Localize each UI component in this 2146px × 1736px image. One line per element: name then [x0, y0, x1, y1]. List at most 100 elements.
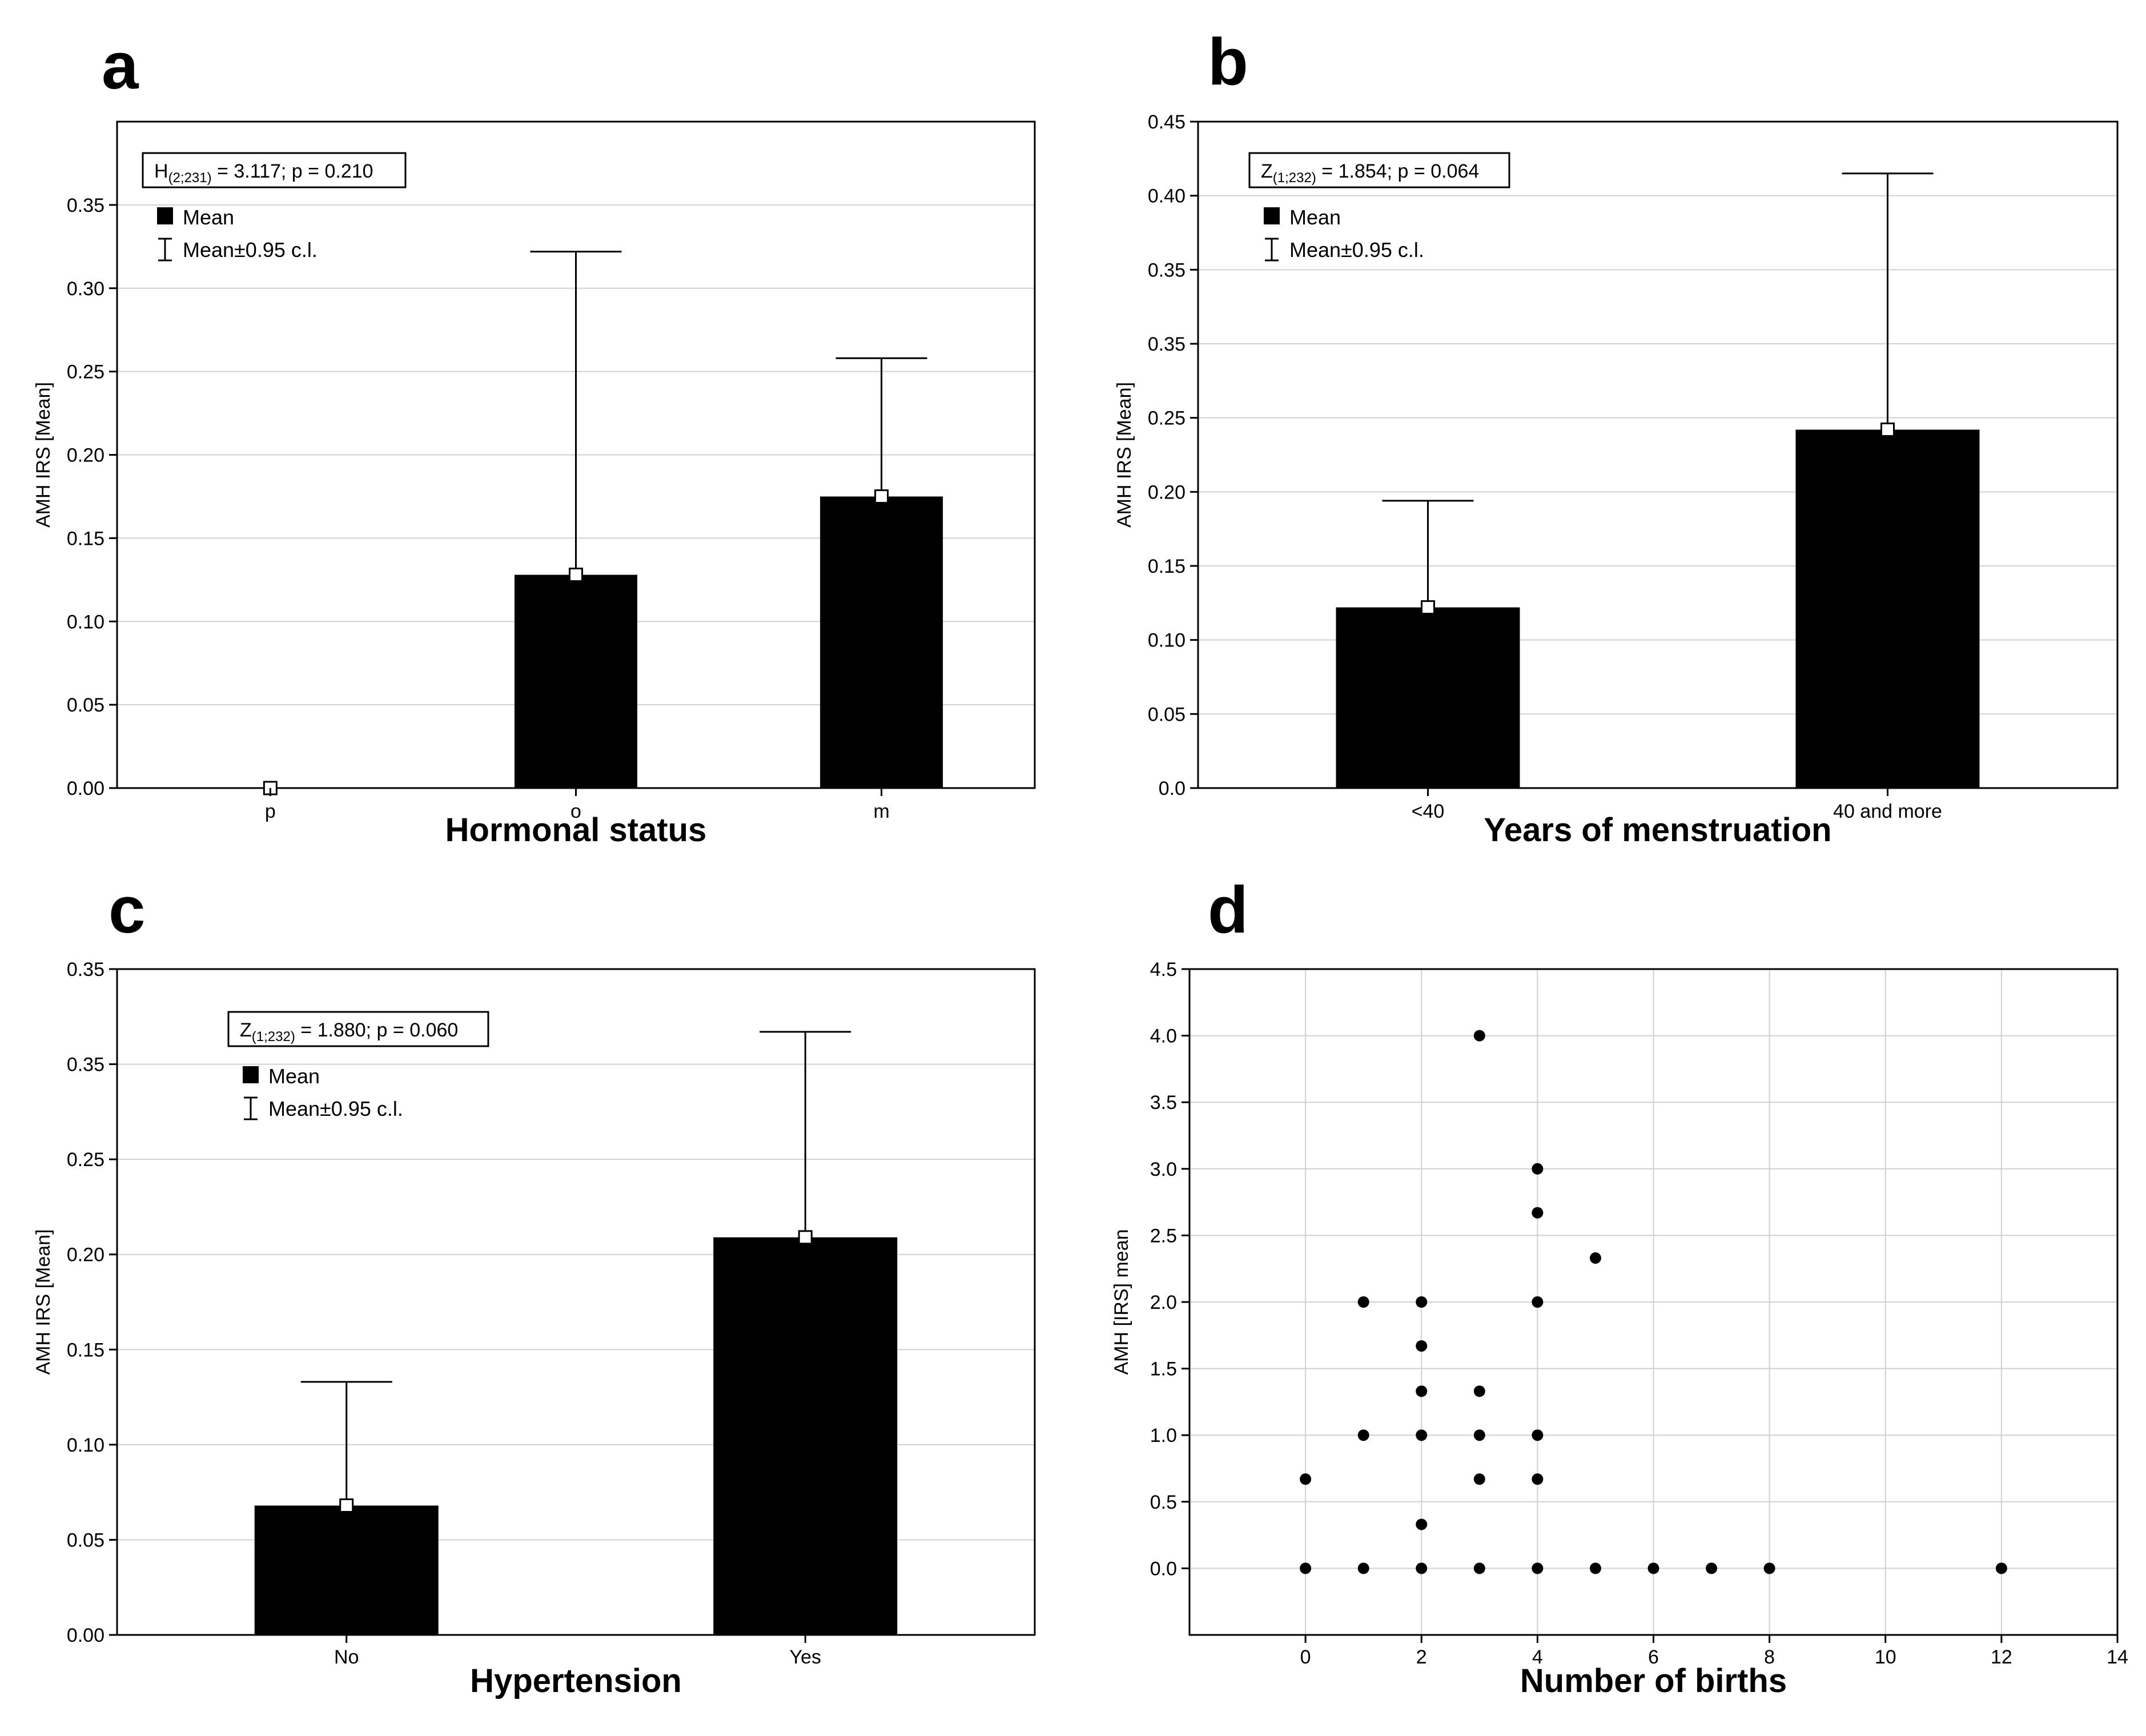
scatter-point	[1357, 1296, 1369, 1308]
category-label: m	[873, 801, 889, 822]
scatter-point	[1589, 1562, 1601, 1574]
category-label: o	[570, 801, 581, 822]
y-tick-label: 0.15	[67, 528, 105, 549]
x-axis-title: Hypertension	[470, 1662, 682, 1699]
y-tick-label: 0.25	[67, 361, 105, 383]
category-label: p	[265, 801, 276, 822]
scatter-point	[1532, 1429, 1544, 1441]
mean-marker	[798, 1230, 813, 1245]
category-label: 40 and more	[1833, 801, 1942, 822]
panel-d: 0 2 4 6 8 10 12 14 0.0 0.5 1.0 1.5 2.0 2.5 3.0 3.5 4.0 4.…	[1111, 959, 2128, 1699]
y-tick-label: 1.0	[1150, 1425, 1177, 1446]
scatter-point	[1532, 1473, 1544, 1485]
scatter-point	[1473, 1030, 1485, 1042]
stats-symbol: Z	[1261, 160, 1273, 182]
plot-frame	[1188, 968, 2119, 1636]
x-axis-title: Years of menstruation	[1484, 811, 1831, 849]
scatter-point	[1532, 1296, 1544, 1308]
stats-df: (1;232)	[1273, 170, 1316, 186]
bar-<40	[1336, 607, 1520, 788]
x-tick-label: 0	[1300, 1646, 1311, 1668]
y-tick-label: 0.10	[67, 611, 105, 633]
y-tick-label: 0.25	[1148, 408, 1185, 429]
bar-40 and more	[1795, 429, 1980, 788]
y-tick-label: 4.0	[1150, 1026, 1177, 1047]
legend-ci-label: Mean±0.95 c.l.	[268, 1097, 403, 1120]
mean-marker	[874, 489, 889, 504]
mean-marker	[1880, 422, 1895, 437]
legend-mean-label: Mean	[1289, 206, 1341, 229]
legend-mean-swatch	[1264, 207, 1280, 224]
scatter-point	[1532, 1163, 1544, 1175]
y-tick-label: 0.35	[67, 959, 105, 980]
y-tick-label: 0.10	[1148, 630, 1185, 652]
stats-text: H(2;231) = 3.117; p = 0.210	[154, 160, 373, 186]
x-tick-label: 10	[1875, 1646, 1896, 1668]
scatter-point	[1357, 1562, 1369, 1574]
scatter-point	[1532, 1562, 1544, 1574]
y-tick-label: 2.0	[1150, 1292, 1177, 1313]
scatter-point	[1473, 1562, 1485, 1574]
legend-mean-swatch	[243, 1066, 259, 1083]
category-label: No	[334, 1646, 359, 1668]
y-tick-label: 2.5	[1150, 1225, 1177, 1247]
y-tick-label: 0.10	[67, 1434, 105, 1456]
scatter-point	[1532, 1207, 1544, 1219]
x-axis-title: Number of births	[1520, 1662, 1787, 1699]
y-tick-label: 0.05	[1148, 704, 1185, 725]
legend-ci-label: Mean±0.95 c.l.	[183, 238, 318, 262]
y-tick-label: 0.15	[1148, 556, 1185, 577]
scatter-point	[1416, 1385, 1428, 1397]
stats-value: = 1.854; p = 0.064	[1316, 160, 1479, 182]
scatter-point	[1416, 1562, 1428, 1574]
stats-symbol: H	[154, 160, 168, 182]
y-axis-title: AMH [IRS] mean	[1111, 1229, 1132, 1375]
scatter-point	[1416, 1340, 1428, 1352]
legend-mean-label: Mean	[183, 206, 234, 229]
x-tick-label: 6	[1648, 1646, 1659, 1668]
category-label: Yes	[790, 1646, 821, 1668]
legend-mean-swatch	[157, 207, 173, 224]
plot-frame	[116, 968, 1036, 1636]
legend-ci-label: Mean±0.95 c.l.	[1289, 238, 1424, 262]
scatter-point	[1300, 1473, 1312, 1485]
y-tick-label: 0.45	[1148, 111, 1185, 133]
scatter-point	[1357, 1429, 1369, 1441]
y-tick-label: 0.25	[67, 1149, 105, 1171]
y-tick-label: 0.15	[67, 1339, 105, 1361]
bar-Yes	[713, 1237, 898, 1635]
y-tick-label: 3.0	[1150, 1159, 1177, 1180]
y-axis-title: AMH IRS [Mean]	[1114, 382, 1135, 528]
scatter-point	[1416, 1518, 1428, 1530]
y-axis-title: AMH IRS [Mean]	[33, 382, 54, 528]
legend-mean-label: Mean	[268, 1064, 320, 1088]
y-tick-label: 0.35	[1148, 333, 1185, 355]
stats-df: (2;231)	[168, 170, 212, 186]
x-axis-title: Hormonal status	[445, 811, 707, 849]
y-tick-label: 0.30	[67, 278, 105, 300]
bar-o	[515, 574, 637, 788]
y-tick-label: 0.40	[1148, 186, 1185, 207]
y-tick-label: 0.5	[1150, 1492, 1177, 1513]
y-tick-label: 0.35	[67, 195, 105, 216]
category-label: <40	[1412, 801, 1445, 822]
stats-box	[142, 152, 407, 188]
stats-box	[1248, 152, 1510, 188]
mean-marker	[569, 568, 583, 582]
panel-letter-c: c	[108, 873, 146, 947]
y-axis-title: AMH IRS [Mean]	[33, 1229, 54, 1375]
y-tick-label: 0.0	[1150, 1558, 1177, 1580]
y-tick-label: 0.05	[67, 694, 105, 716]
stats-symbol: Z	[240, 1019, 252, 1041]
x-tick-label: 12	[1991, 1646, 2012, 1668]
scatter-point	[1995, 1562, 2007, 1574]
panel-b: 0.0 0.05 0.10 0.15 0.20 0.25 0.35 0.35 0.40 0.45 <…	[1114, 111, 2119, 849]
stats-text: Z(1;232) = 1.854; p = 0.064	[1261, 160, 1479, 186]
stats-text: Z(1;232) = 1.880; p = 0.060	[240, 1019, 458, 1044]
scatter-point	[1473, 1385, 1485, 1397]
bar-No	[254, 1505, 439, 1635]
scatter-point	[1300, 1562, 1312, 1574]
y-tick-label: 0.00	[67, 1625, 105, 1646]
stats-df: (1;232)	[252, 1029, 295, 1044]
